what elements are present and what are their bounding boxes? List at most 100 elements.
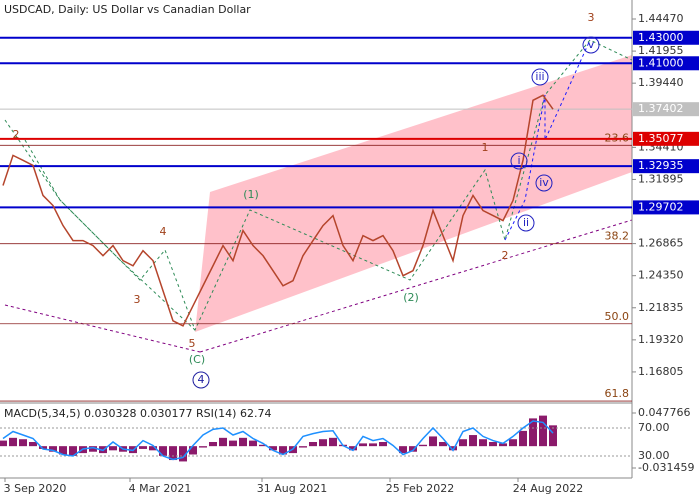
macd-bar [329,437,337,447]
wave-label: 3 [134,293,141,306]
y-tick-label: 1.16805 [638,365,684,378]
macd-bar [49,446,57,452]
wave-circle [535,174,553,192]
macd-bar [69,446,77,456]
y-tick-label: 1.19320 [638,333,684,346]
wave-label: v [588,38,595,51]
macd-bar [179,446,187,462]
macd-bar [419,444,427,447]
macd-bar [29,441,37,447]
y-tick-label: 1.26865 [638,237,684,250]
wave-label: 2 [502,249,509,262]
price-level-label: 1.37402 [638,102,684,115]
macd-bar [189,446,197,455]
wave-line [24,39,633,332]
macd-bar [259,444,267,447]
macd-bar [429,436,437,447]
price-level-label: 1.35077 [638,132,684,145]
macd-bar [219,437,227,447]
wave-circle [531,68,549,86]
price-level-box [633,159,699,174]
wave-label: (1) [243,188,259,201]
wave-label: i [517,154,520,167]
fib-label: 50.0 [605,310,630,323]
macd-bar [279,446,287,455]
y-tick-label: 1.24350 [638,269,684,282]
macd-bar [199,446,207,448]
macd-bar [489,441,497,447]
fib-label: 38.2 [605,230,630,243]
x-tick-label: 24 Aug 2022 [513,482,583,495]
price-level-box [633,30,699,45]
y-tick-label: 1.39440 [638,76,684,89]
macd-bar [399,446,407,454]
macd-bar [209,441,217,447]
macd-bar [349,446,357,451]
price-level-box [633,131,699,146]
macd-bar [269,446,277,451]
wave-line [504,39,591,241]
macd-bar [469,435,477,447]
macd-bar [239,437,247,447]
macd-bar [159,446,167,456]
macd-bar [479,439,487,447]
wave-label: iii [535,70,544,83]
trend-channel [195,55,632,332]
wave-label: (2) [403,291,419,304]
price-level-label: 1.41000 [638,56,684,69]
macd-bar [9,437,17,447]
wave-label: iv [539,176,549,189]
wave-circle [517,214,535,232]
chart-title: USDCAD, Daily: US Dollar vs Canadian Dol… [4,3,251,16]
macd-bar [449,446,457,451]
indicator-title: MACD(5,34,5) 0.030328 0.030177 RSI(14) 6… [4,407,271,420]
macd-bar [379,441,387,447]
wave-label: 4 [160,225,167,238]
y-tick-label: 1.31895 [638,172,684,185]
macd-tick-label: 0.047766 [638,406,691,419]
macd-bar [109,446,117,451]
macd-bar [549,425,557,447]
wave-circle [192,371,210,389]
price-level-box [633,200,699,215]
rsi-tick-label: 70.00 [638,421,670,434]
fib-label: 61.8 [605,387,630,400]
wave-label: 2 [13,128,20,141]
macd-bar [319,439,327,447]
rsi-line [2,420,554,461]
macd-bar [499,443,507,447]
macd-bar [369,443,377,447]
wave-label: 1 [482,141,489,154]
price-level-box [633,102,699,117]
wave-circle [582,36,600,54]
macd-bar [509,439,517,447]
fib-label: 23.6 [605,131,630,144]
wave-circle [510,152,528,170]
macd-bar [409,446,417,452]
macd-bar [539,415,547,447]
macd-bar [149,446,157,451]
price-level-label: 1.43000 [638,31,684,44]
macd-bar [529,418,537,447]
macd-bar [519,430,527,447]
y-tick-label: 1.44470 [638,12,684,25]
wave-label: (C) [189,353,205,366]
macd-bar [359,443,367,447]
wave-line [4,119,196,331]
x-tick-label: 4 Mar 2021 [129,482,192,495]
x-tick-label: 25 Feb 2022 [386,482,454,495]
wave-label: 5 [189,337,196,350]
y-tick-label: 1.21835 [638,301,684,314]
macd-bar [89,446,97,452]
macd-bar [59,446,67,455]
wave-label: 4 [198,373,205,386]
x-tick-label: 31 Aug 2021 [257,482,327,495]
macd-bar [249,440,257,447]
wave-label: 3 [588,11,595,24]
macd-bar [139,446,147,449]
price-level-box [633,56,699,71]
price-level-label: 1.29702 [638,200,684,213]
macd-bar [229,440,237,447]
macd-bar [459,439,467,447]
